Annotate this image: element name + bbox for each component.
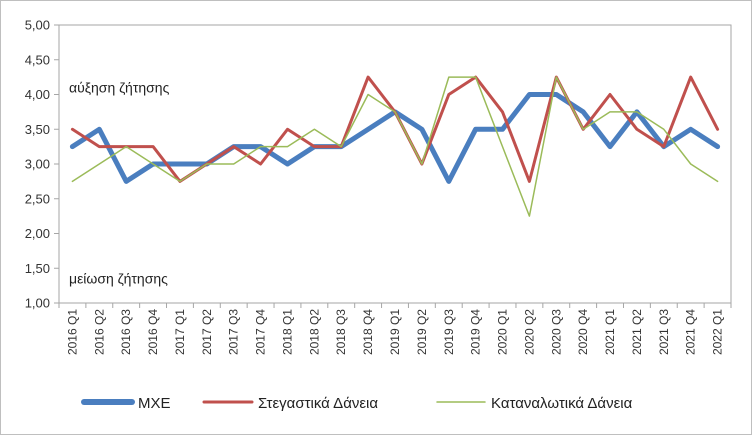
x-tick-label: 2017 Q1 (173, 309, 187, 355)
x-tick-label: 2019 Q2 (415, 309, 429, 355)
legend-label-0: ΜΧΕ (138, 395, 171, 412)
y-tick-label: 1,50 (25, 261, 50, 276)
x-tick-label: 2022 Q1 (711, 309, 725, 355)
x-tick-label: 2019 Q4 (469, 309, 483, 355)
annotation-label: μείωση ζήτησης (69, 271, 168, 287)
y-tick-label: 2,00 (25, 226, 50, 241)
y-tick-label: 4,00 (25, 87, 50, 102)
series-line-2 (71, 76, 719, 217)
y-tick-label: 3,00 (25, 157, 50, 172)
x-tick-label: 2021 Q2 (630, 309, 644, 355)
x-tick-label: 2018 Q4 (361, 309, 375, 355)
x-tick-label: 2020 Q3 (549, 309, 563, 355)
x-tick-label: 2018 Q2 (307, 309, 321, 355)
x-tick-label: 2021 Q3 (657, 309, 671, 355)
x-tick-label: 2016 Q4 (146, 309, 160, 355)
series-lines (69, 75, 721, 217)
x-tick-label: 2020 Q4 (576, 309, 590, 355)
y-tick-label: 3,50 (25, 122, 50, 137)
x-tick-label: 2016 Q2 (92, 309, 106, 355)
y-tick-label: 2,50 (25, 191, 50, 206)
y-tick-label: 4,50 (25, 52, 50, 67)
x-tick-label: 2020 Q2 (522, 309, 536, 355)
legend-label-2: Καταναλωτικά Δάνεια (491, 395, 633, 412)
legend-label-1: Στεγαστικά Δάνεια (258, 395, 378, 412)
x-tick-label: 2020 Q1 (496, 309, 510, 355)
y-tick-label: 5,00 (25, 18, 50, 33)
x-tick-label: 2019 Q3 (442, 309, 456, 355)
y-axis-ticks: 1,00 1,50 2,00 2,50 3,00 3,50 4,00 4,50 5,00 (25, 18, 59, 311)
x-tick-label: 2016 Q1 (65, 309, 79, 355)
annotation-label: αύξηση ζήτησης (69, 80, 170, 96)
x-tick-label: 2021 Q1 (603, 309, 617, 355)
x-tick-label: 2021 Q4 (684, 309, 698, 355)
x-tick-label: 2017 Q4 (254, 309, 268, 355)
legend: ΜΧΕ Στεγαστικά Δάνεια Καταναλωτικά Δάνεια (81, 395, 633, 412)
x-axis-ticks: 2016 Q1 2016 Q2 2016 Q3 2016 Q4 2017 Q1 2017 … (58, 303, 732, 355)
x-tick-label: 2017 Q3 (227, 309, 241, 355)
x-tick-label: 2018 Q1 (280, 309, 294, 355)
y-tick-label: 1,00 (25, 296, 50, 311)
annotations: αύξηση ζήτησης μείωση ζήτησης (69, 80, 170, 287)
x-tick-label: 2019 Q1 (388, 309, 402, 355)
x-tick-label: 2018 Q3 (334, 309, 348, 355)
x-tick-label: 2016 Q3 (119, 309, 133, 355)
x-tick-label: 2017 Q2 (200, 309, 214, 355)
